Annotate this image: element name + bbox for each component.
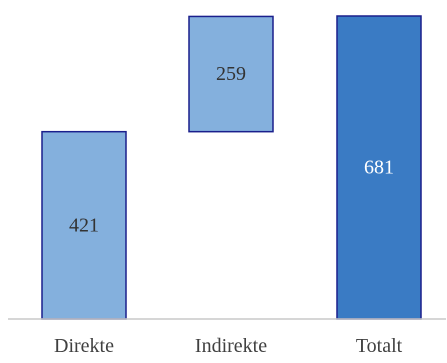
x-tick-label-direkte: Direkte — [54, 335, 114, 357]
x-tick-label-totalt: Totalt — [356, 335, 403, 357]
data-label-direkte: 421 — [69, 214, 99, 236]
bar-totalt — [336, 15, 422, 320]
bar-indirekte — [188, 15, 274, 133]
data-label-indirekte: 259 — [216, 63, 246, 85]
bar-direkte — [41, 130, 127, 320]
x-tick-layer: Direkte Indirekte Totalt — [54, 335, 403, 357]
data-label-totalt: 681 — [364, 157, 394, 179]
x-tick-label-indirekte: Indirekte — [195, 335, 267, 357]
bar-layer: 421 259 681 — [41, 15, 422, 320]
